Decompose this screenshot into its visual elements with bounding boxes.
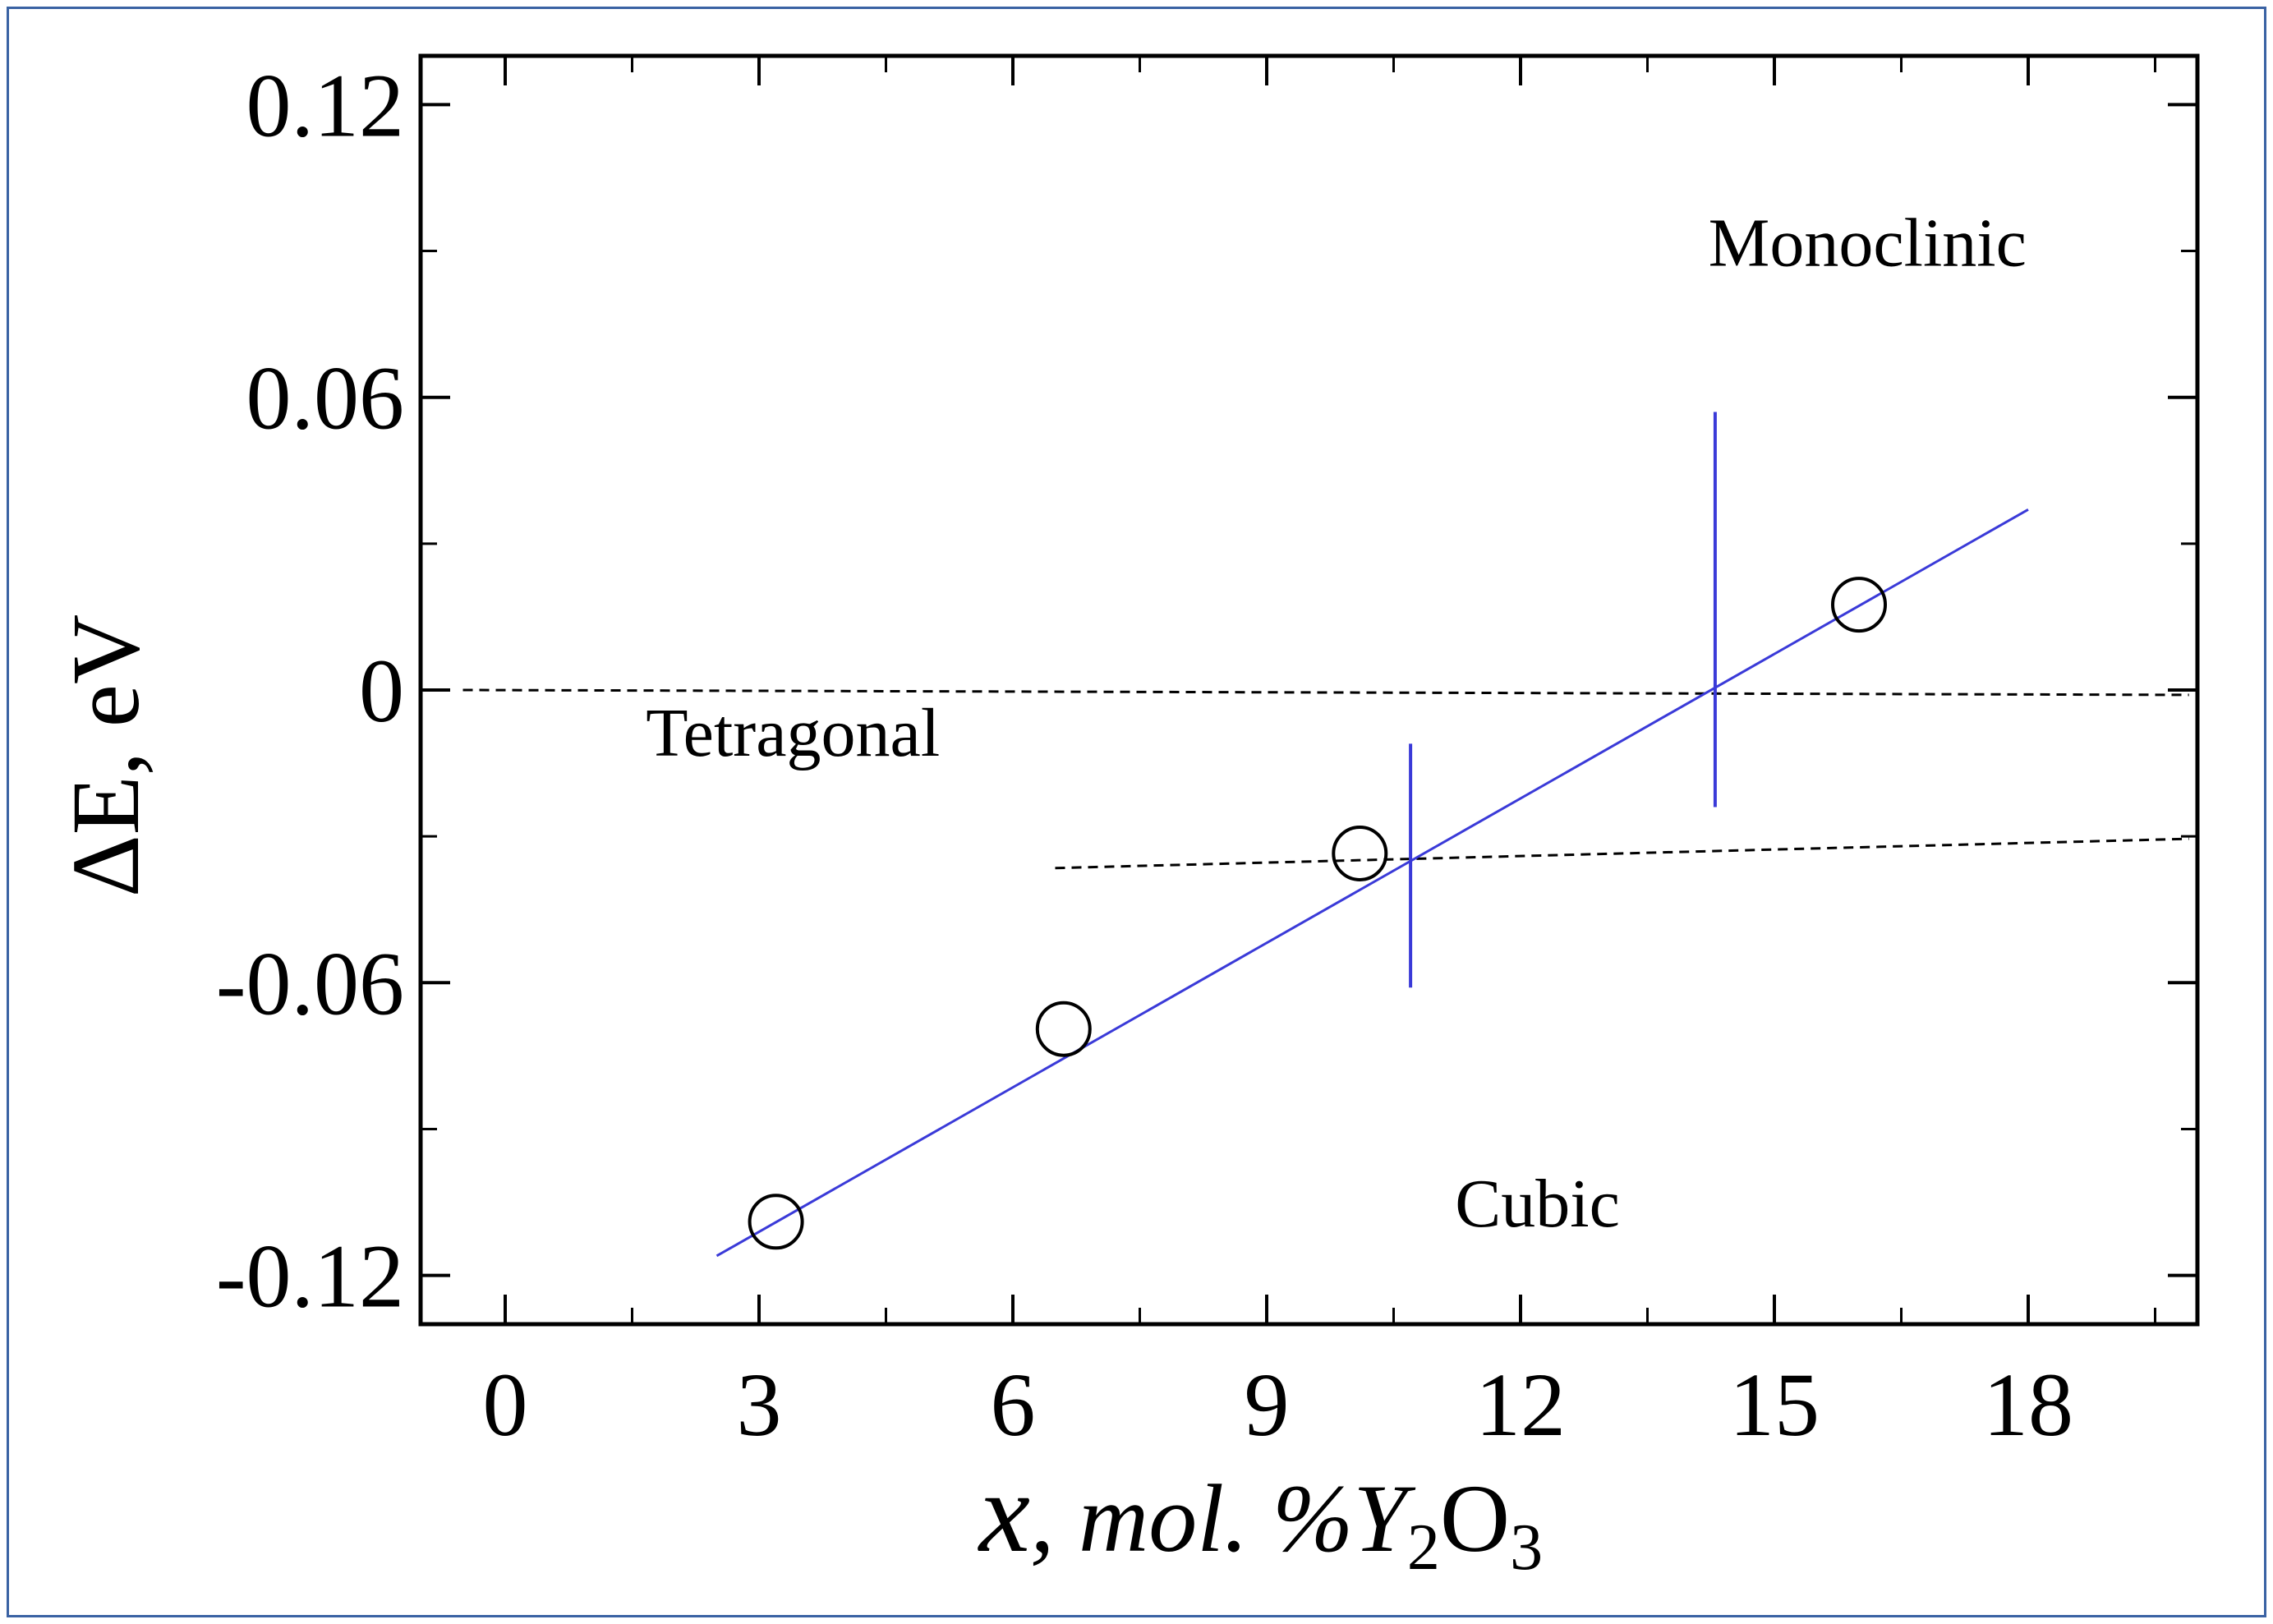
y-tick-label: -0.06 [216, 933, 404, 1033]
x-tick-label: 15 [1729, 1355, 1820, 1455]
x-axis-var: x [978, 1449, 1030, 1576]
y-tick-label: 0.06 [246, 348, 405, 449]
region-label: Monoclinic [1709, 205, 2027, 281]
reference-line [462, 688, 2189, 697]
y-tick-label: 0 [359, 641, 404, 741]
x-tick-label: 3 [737, 1355, 782, 1455]
fit-line [715, 508, 2029, 1258]
transition-markers [1409, 412, 1717, 988]
x-axis-mid: O [1440, 1465, 1510, 1572]
x-tick-label: 9 [1245, 1355, 1290, 1455]
fit-line-group [715, 508, 2029, 1258]
x-axis-sub2: 3 [1510, 1511, 1543, 1584]
reference-lines [462, 688, 2189, 870]
y-axis-title: ΔE, eV [52, 614, 159, 898]
region-labels: Monoclinic Tetragonal Cubic [646, 205, 2027, 1242]
x-axis-unit: , mol. %Y [1030, 1465, 1416, 1572]
data-point [1831, 577, 1887, 633]
y-tick-label: -0.12 [216, 1226, 404, 1327]
reference-line [1055, 837, 2189, 870]
x-axis-title: x, mol. %Y2O3 [978, 1449, 1543, 1584]
data-point [1035, 1001, 1092, 1057]
region-label: Tetragonal [646, 695, 940, 771]
x-axis-sub1: 2 [1407, 1511, 1440, 1584]
region-label: Cubic [1455, 1166, 1620, 1242]
data-point [748, 1194, 804, 1250]
data-point [1332, 825, 1388, 881]
x-tick-label: 12 [1475, 1355, 1566, 1455]
tick-labels: 0 3 6 9 12 15 18 -0.12 -0.06 0 0.06 0.12 [216, 55, 2073, 1455]
x-tick-label: 0 [483, 1355, 528, 1455]
data-points [748, 577, 1887, 1250]
y-tick-label: 0.12 [246, 55, 405, 155]
axes [418, 53, 2200, 1327]
figure-frame [7, 7, 2266, 1617]
x-tick-label: 18 [1983, 1355, 2073, 1455]
x-tick-label: 6 [991, 1355, 1036, 1455]
